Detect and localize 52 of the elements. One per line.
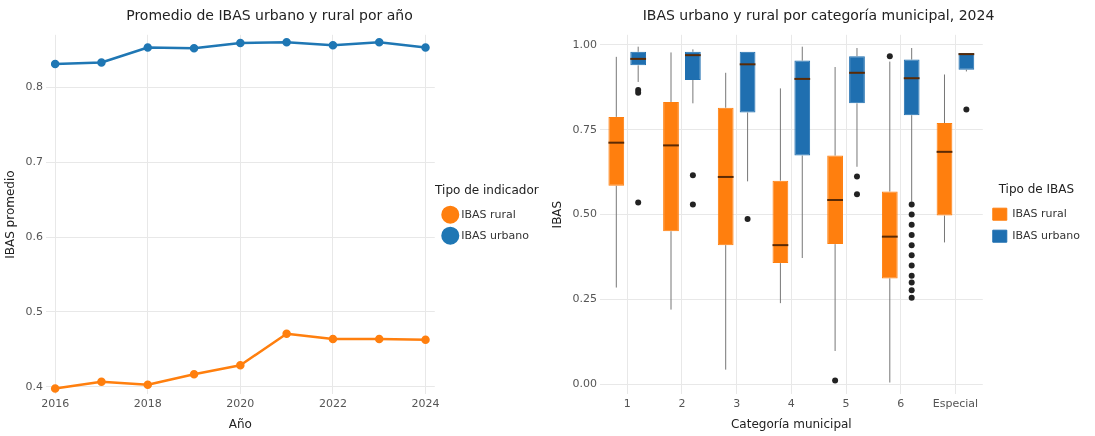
point xyxy=(421,43,430,52)
legend-title: Tipo de indicador xyxy=(434,182,539,197)
point xyxy=(421,335,430,344)
point xyxy=(189,44,199,53)
y-tick-label: 0.8 xyxy=(25,80,43,94)
point xyxy=(374,38,384,47)
point xyxy=(143,43,152,52)
legend-label: IBAS urbano xyxy=(461,228,530,242)
point xyxy=(189,369,199,379)
legend-label: IBAS urbano xyxy=(1012,229,1081,243)
point xyxy=(328,334,338,344)
point xyxy=(97,377,106,386)
point xyxy=(282,329,291,338)
x-tick-label: 2022 xyxy=(318,396,347,410)
y-axis-title: IBAS xyxy=(550,200,565,229)
point xyxy=(236,360,245,370)
x-tick-label: 2020 xyxy=(226,396,255,410)
y-tick-label: 0.7 xyxy=(25,155,43,169)
legend-label: IBAS rural xyxy=(461,207,516,221)
x-axis-title: Categoría municipal xyxy=(731,416,852,431)
y-tick-label: 0.00 xyxy=(572,377,597,391)
point xyxy=(328,41,338,50)
point xyxy=(143,380,152,389)
x-tick-label: 5 xyxy=(842,396,850,410)
x-tick-label: 4 xyxy=(787,396,795,410)
point xyxy=(236,38,245,48)
y-tick-label: 0.4 xyxy=(25,379,43,393)
point xyxy=(374,334,384,344)
y-tick-label: 1.00 xyxy=(572,37,597,51)
x-axis-title: Año xyxy=(228,416,252,431)
y-tick-label: 0.5 xyxy=(25,304,43,318)
y-tick-label: 0.50 xyxy=(572,207,597,221)
x-tick-label: Especial xyxy=(932,396,979,410)
x-tick-label: 2024 xyxy=(411,396,440,410)
point xyxy=(282,38,291,47)
point xyxy=(50,59,60,69)
y-tick-label: 0.6 xyxy=(25,229,43,243)
legend-title: Tipo de IBAS xyxy=(997,181,1075,196)
x-tick-label: 2018 xyxy=(133,396,162,410)
chart-title: Promedio de IBAS urbano y rural por año xyxy=(126,7,413,24)
x-tick-label: 2016 xyxy=(41,396,70,410)
chart-title: IBAS urbano y rural por categoría municipal, 2024 xyxy=(642,7,995,24)
y-tick-label: 0.25 xyxy=(572,292,597,306)
y-tick-label: 0.75 xyxy=(572,122,597,136)
x-tick-label: 2 xyxy=(678,396,686,410)
legend-label: IBAS rural xyxy=(1012,207,1067,221)
x-tick-label: 3 xyxy=(733,396,741,410)
point xyxy=(50,384,60,393)
x-tick-label: 6 xyxy=(897,396,905,410)
x-tick-label: 1 xyxy=(623,396,631,410)
point xyxy=(97,58,106,67)
y-axis-title: IBAS promedio xyxy=(3,170,18,259)
